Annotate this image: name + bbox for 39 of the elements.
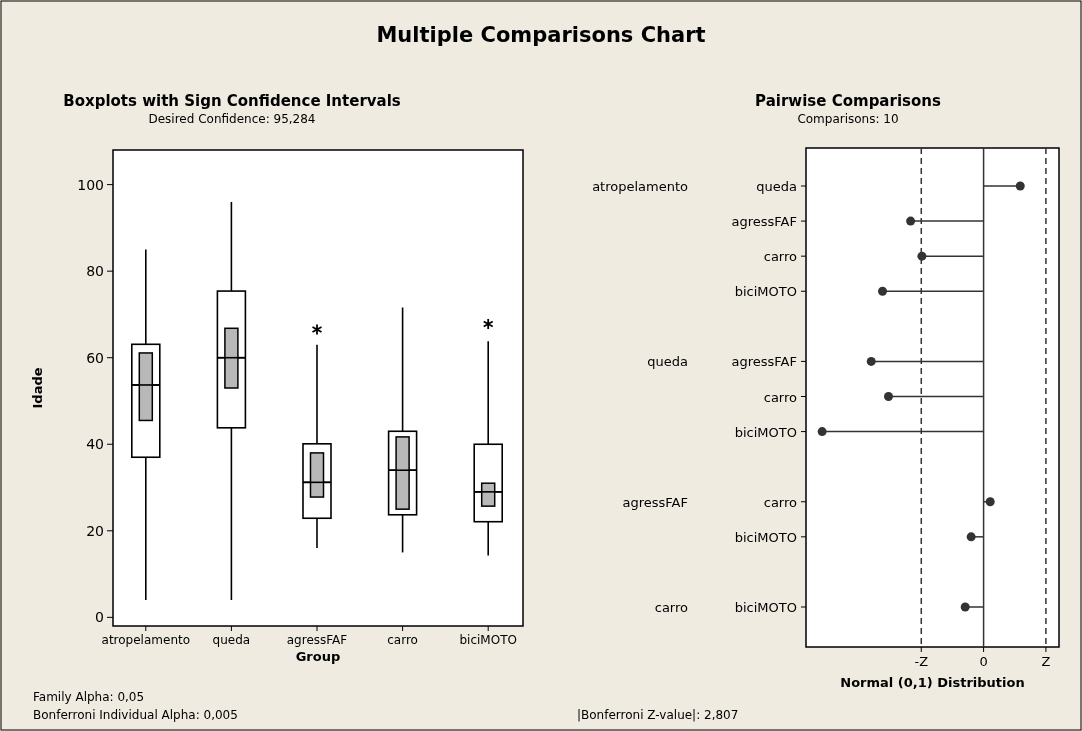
y-axis-title: Idade: [30, 367, 45, 409]
y-tick-label: 80: [86, 263, 104, 280]
y-tick-label: biciMOTO: [734, 529, 797, 545]
x-axis-title: Group: [295, 649, 341, 664]
y-tick-label: queda: [756, 179, 797, 194]
chart-title: Boxplots with Sign Confidence Intervals: [63, 92, 401, 110]
x-tick-label: carro: [387, 633, 418, 647]
y-tick-label: carro: [763, 249, 798, 265]
y-tick-label: 40: [86, 436, 104, 453]
text: carro: [654, 600, 689, 615]
y-tick-label: biciMOTO: [734, 284, 797, 300]
text: Family Alpha: 0,05: [33, 690, 145, 704]
x-tick-label: atropelamento: [101, 633, 191, 647]
text: Bonferroni Individual Alpha: 0,005: [33, 708, 238, 722]
y-tick-label: 20: [86, 522, 104, 539]
x-axis-title: Normal (0,1) Distribution: [840, 675, 1025, 690]
y-tick-label: agressFAF: [731, 214, 797, 230]
y-tick-label: 0: [95, 609, 104, 626]
ref-line-label: 0: [979, 654, 988, 669]
y-tick-label: carro: [763, 389, 798, 405]
text: Multiple Comparisons Chart: [376, 23, 706, 47]
y-tick-label: biciMOTO: [734, 424, 797, 440]
x-tick-label: biciMOTO: [459, 633, 517, 647]
y-tick-label: carro: [763, 494, 798, 510]
chart-subtitle: Comparisons: 10: [797, 112, 899, 126]
y-tick-label: biciMOTO: [734, 600, 797, 615]
text: queda: [647, 354, 688, 370]
text: atropelamento: [592, 179, 689, 194]
x-tick-label: agressFAF: [286, 633, 348, 647]
ref-line-label: -Z: [914, 654, 929, 669]
y-tick-label: agressFAF: [731, 354, 797, 370]
y-tick-label: 100: [77, 176, 104, 193]
text: |Bonferroni Z-value|: 2,807: [577, 708, 739, 722]
x-tick-label: queda: [212, 633, 251, 647]
y-tick-label: 60: [86, 349, 104, 366]
chart-subtitle: Desired Confidence: 95,284: [148, 112, 316, 126]
text: agressFAF: [622, 494, 688, 510]
ref-line-label: Z: [1041, 654, 1051, 669]
chart-title: Pairwise Comparisons: [755, 92, 941, 110]
